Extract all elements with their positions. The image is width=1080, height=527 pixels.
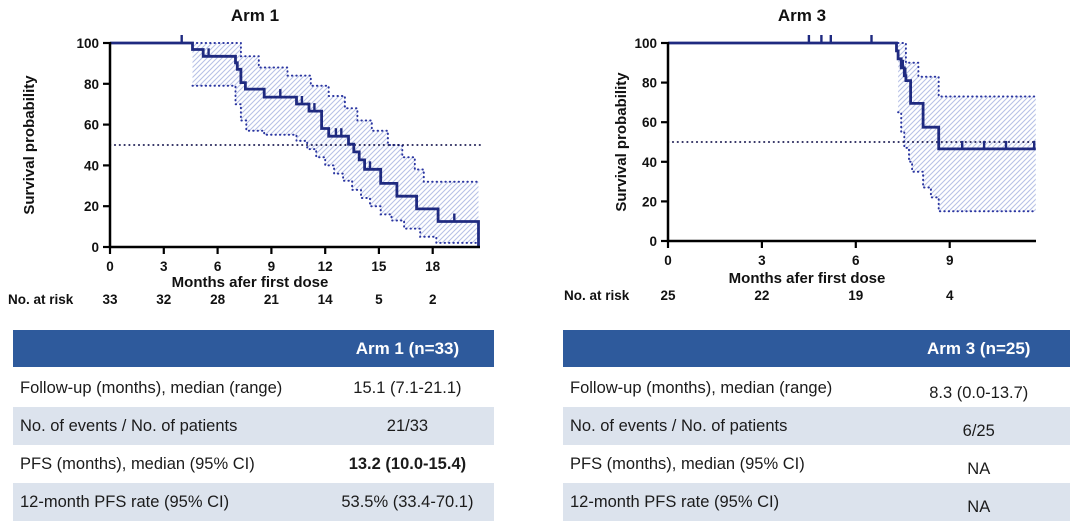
survival-curve <box>110 41 480 247</box>
table-row: Follow-up (months), median (range) 15.1 … <box>13 369 494 407</box>
x-tick-label: 0 <box>106 259 114 274</box>
row-label: Follow-up (months), median (range) <box>570 378 833 397</box>
chart-title: Arm 1 <box>231 6 279 25</box>
row-value: NA <box>967 497 991 516</box>
table-row: No. of events / No. of patients 21/33 <box>13 407 494 445</box>
km-chart-arm3: 0 20 40 60 80 100 0 3 6 9 Arm 3 Months afer first d… <box>564 6 1037 303</box>
table-header-label: Arm 3 (n=25) <box>927 338 1031 358</box>
y-tick-label: 80 <box>84 77 99 92</box>
y-tick-label: 40 <box>84 158 99 173</box>
table-row: 12-month PFS rate (95% CI) NA <box>563 483 1070 521</box>
at-risk-count: 28 <box>210 292 226 307</box>
at-risk-count: 5 <box>375 292 383 307</box>
at-risk-label: No. at risk <box>8 292 74 307</box>
y-tick-label: 40 <box>642 155 657 170</box>
row-label: No. of events / No. of patients <box>570 416 788 435</box>
at-risk-count: 33 <box>102 292 118 307</box>
x-tick-label: 6 <box>852 253 860 268</box>
row-value: 13.2 (10.0-15.4) <box>348 454 467 473</box>
y-tick-label: 20 <box>84 199 99 214</box>
y-tick-label: 60 <box>642 115 657 130</box>
x-tick-label: 15 <box>371 259 387 274</box>
row-label: Follow-up (months), median (range) <box>20 378 283 397</box>
y-axis-label: Survival probability <box>21 75 38 215</box>
x-tick-label: 9 <box>946 253 954 268</box>
at-risk-count: 21 <box>264 292 280 307</box>
table-row: PFS (months), median (95% CI) NA <box>563 445 1070 483</box>
x-axis-label: Months afer first dose <box>729 270 886 287</box>
at-risk-count: 4 <box>946 288 954 303</box>
row-label: 12-month PFS rate (95% CI) <box>20 492 230 511</box>
table-header-arm1: Arm 1 (n=33) <box>13 330 494 367</box>
table-header-label: Arm 1 (n=33) <box>355 338 460 358</box>
y-tick-label: 100 <box>634 36 657 51</box>
y-tick-label: 60 <box>84 118 99 133</box>
ci-lower-bound <box>191 84 480 244</box>
y-tick-label: 80 <box>642 76 657 91</box>
row-value: 6/25 <box>962 421 995 440</box>
table-row: Follow-up (months), median (range) 8.3 (… <box>563 369 1070 407</box>
at-risk-count: 25 <box>660 288 676 303</box>
x-tick-label: 3 <box>758 253 766 268</box>
row-label: No. of events / No. of patients <box>20 416 238 435</box>
stats-table-arm1: Arm 1 (n=33) Follow-up (months), median … <box>13 330 494 521</box>
y-tick-label: 20 <box>642 194 657 209</box>
y-tick-label: 0 <box>91 240 99 255</box>
row-value: 8.3 (0.0-13.7) <box>929 383 1029 402</box>
x-axis-label: Months afer first dose <box>172 274 329 291</box>
x-tick-label: 6 <box>214 259 222 274</box>
at-risk-count: 32 <box>156 292 171 307</box>
x-tick-label: 0 <box>664 253 672 268</box>
table-row: PFS (months), median (95% CI) 13.2 (10.0… <box>13 445 494 483</box>
ci-upper-bound <box>191 42 480 183</box>
x-tick-label: 12 <box>318 259 333 274</box>
table-row: No. of events / No. of patients 6/25 <box>563 407 1070 445</box>
chart-title: Arm 3 <box>778 6 826 25</box>
x-tick-label: 3 <box>160 259 168 274</box>
row-label: 12-month PFS rate (95% CI) <box>570 492 780 511</box>
confidence-band <box>898 43 1036 212</box>
x-tick-label: 18 <box>425 259 441 274</box>
at-risk-count: 2 <box>429 292 437 307</box>
row-value: 21/33 <box>386 416 429 435</box>
row-value: NA <box>967 459 991 478</box>
at-risk-count: 22 <box>754 288 769 303</box>
stats-table-arm3: Arm 3 (n=25) Follow-up (months), median … <box>563 330 1070 521</box>
km-chart-arm1: 0 20 40 60 80 100 0 3 6 9 12 15 18 Arm 1 Months afer f… <box>8 6 481 307</box>
x-tick-label: 9 <box>268 259 276 274</box>
row-label: PFS (months), median (95% CI) <box>20 454 255 473</box>
at-risk-label: No. at risk <box>564 288 630 303</box>
y-axis-label: Survival probability <box>613 72 630 212</box>
row-value: 53.5% (33.4-70.1) <box>341 492 474 511</box>
y-tick-label: 0 <box>649 234 657 249</box>
at-risk-count: 19 <box>848 288 863 303</box>
row-value: 15.1 (7.1-21.1) <box>353 378 462 397</box>
at-risk-count: 14 <box>318 292 334 307</box>
confidence-band <box>192 43 479 243</box>
y-tick-label: 100 <box>76 36 99 51</box>
table-header-arm3: Arm 3 (n=25) <box>563 330 1070 367</box>
row-label: PFS (months), median (95% CI) <box>570 454 805 473</box>
table-row: 12-month PFS rate (95% CI) 53.5% (33.4-7… <box>13 483 494 521</box>
